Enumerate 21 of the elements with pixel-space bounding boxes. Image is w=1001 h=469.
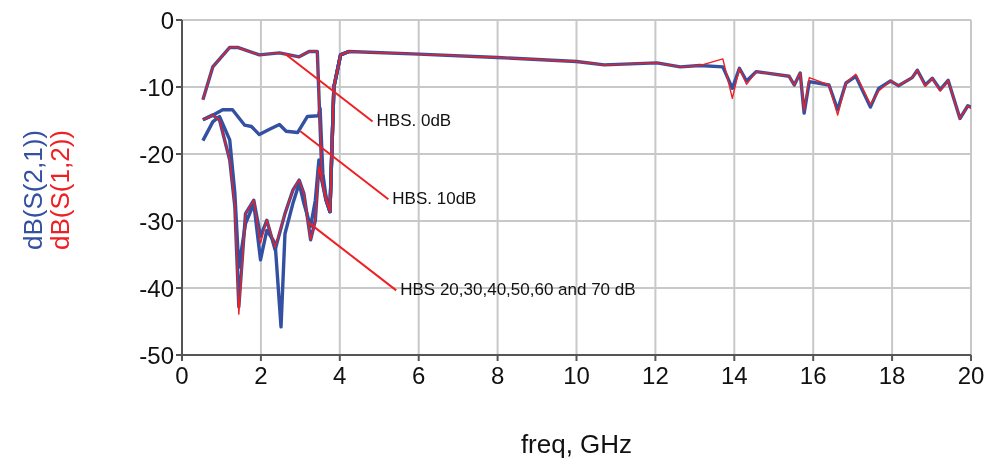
x-tick-label: 20 [957, 362, 985, 390]
annotation: HBS. 10dB [392, 188, 477, 208]
x-tick-label: 10 [563, 362, 590, 390]
y-tick-label: 0 [160, 6, 174, 34]
x-tick-label: 2 [254, 362, 268, 390]
x-tick-label: 6 [412, 362, 426, 390]
x-tick-label: 8 [490, 362, 505, 390]
annotation: HBS. 0dB [376, 110, 452, 130]
x-tick-label: 14 [720, 362, 748, 390]
annotation: HBS 20,30,40,50,60 and 70 dB [400, 279, 636, 299]
x-tick-label: 18 [878, 362, 906, 390]
y-tick-label: -30 [139, 207, 174, 235]
y-tick-label: -10 [139, 73, 174, 101]
y-tick-label: -50 [139, 341, 174, 369]
y-tick-label: -20 [139, 140, 174, 168]
text: dB(S(2,1)) [18, 130, 48, 250]
x-tick-label: 4 [333, 362, 347, 390]
x-axis-title: freq, GHz [520, 429, 633, 459]
x-tick-label: 16 [799, 362, 827, 390]
x-tick-label: 12 [642, 362, 669, 390]
y-tick-label: -40 [139, 274, 174, 302]
